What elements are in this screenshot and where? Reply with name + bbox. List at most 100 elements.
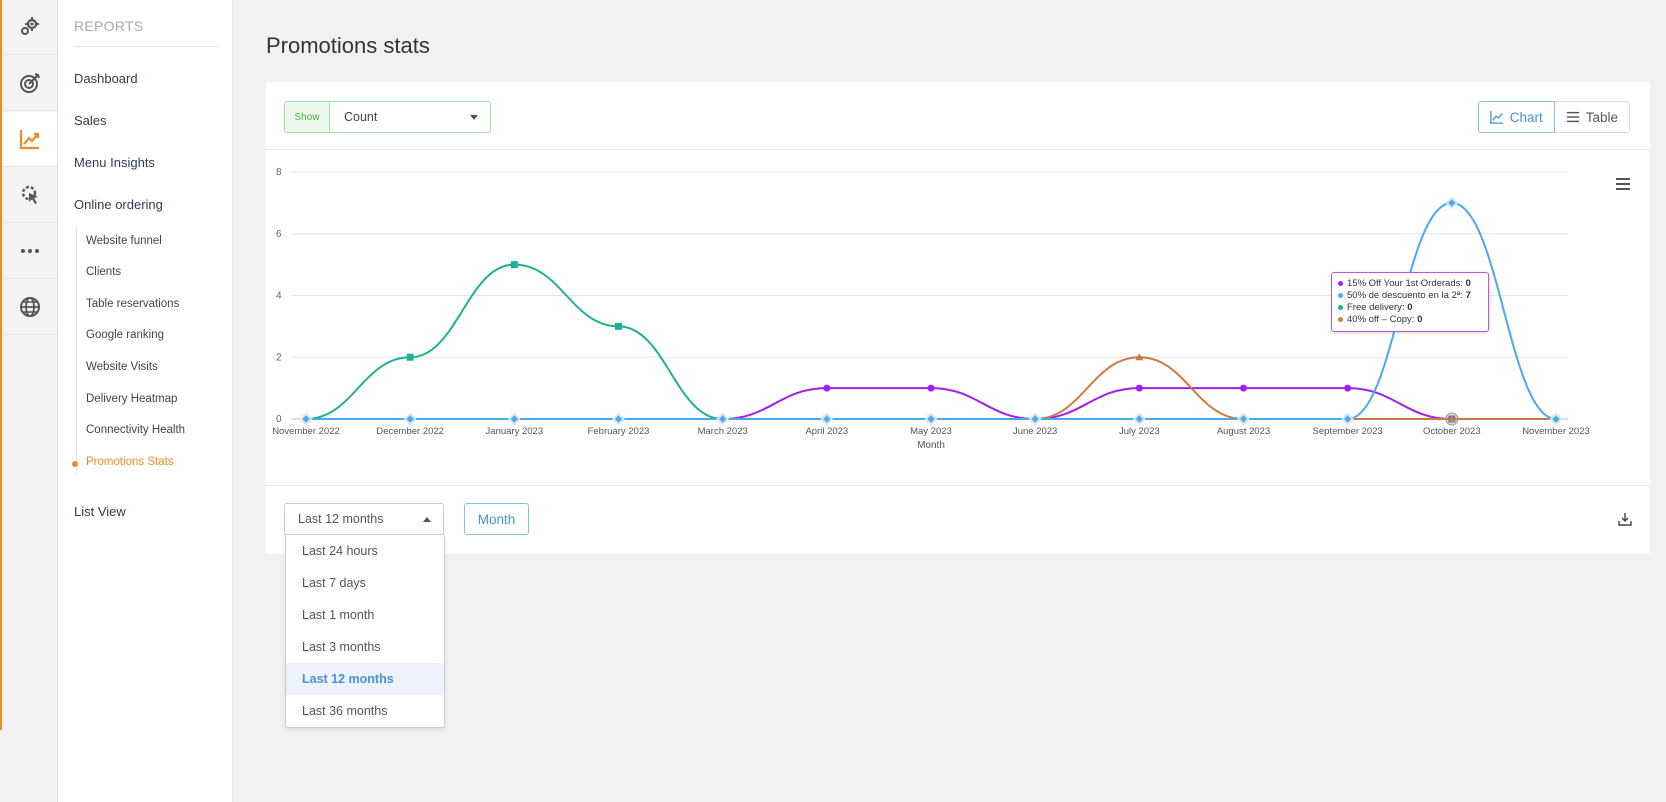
x-tick-label: December 2022 (376, 426, 444, 437)
range-option[interactable]: Last 7 days (302, 576, 366, 590)
download-icon[interactable] (1618, 512, 1632, 526)
nav-item-list-view[interactable]: List View (74, 504, 126, 519)
data-point (1447, 415, 1456, 422)
range-option[interactable]: Last 24 hours (302, 544, 378, 558)
table-view-button[interactable]: Table (1554, 101, 1630, 133)
rail-item-marketing[interactable] (2, 56, 57, 111)
tooltip-label: 15% Off Your 1st Orderads: (1347, 278, 1466, 289)
show-label: Show (285, 102, 330, 132)
tooltip-value: 0 (1407, 302, 1413, 313)
data-point (1549, 412, 1563, 426)
tooltip-label: 50% de descuento en la 2ª: (1347, 290, 1466, 301)
x-tick-label: September 2023 (1313, 426, 1383, 437)
x-tick-label: November 2022 (272, 426, 340, 437)
rail-item-settings[interactable] (2, 0, 57, 55)
series-dot (1338, 304, 1343, 310)
card-divider-top (266, 149, 1650, 150)
chart-view-label: Chart (1509, 109, 1543, 125)
subnav-tree-line (76, 226, 77, 476)
nav-sub-website-funnel[interactable]: Website funnel (86, 235, 162, 247)
data-point (406, 353, 414, 361)
x-tick-label: March 2023 (698, 426, 748, 437)
data-point (1237, 412, 1250, 426)
cursor-gear-icon (21, 185, 38, 204)
chart-menu-icon[interactable] (1616, 178, 1630, 193)
range-option[interactable]: Last 1 month (302, 608, 375, 622)
group-by-month-button[interactable]: Month (464, 503, 529, 535)
data-point (1132, 412, 1146, 426)
nav-sub-clients[interactable]: Clients (86, 266, 122, 278)
data-point (510, 261, 518, 269)
tooltip-row: Free delivery: 0 (1338, 302, 1482, 314)
nav-sub-website-visits[interactable]: Website Visits (86, 361, 158, 373)
icon-rail (0, 0, 58, 802)
x-tick-label: November 2023 (1522, 426, 1590, 437)
metric-select[interactable]: Count (330, 102, 490, 132)
card-divider-bottom (266, 485, 1650, 486)
data-point (1344, 384, 1352, 392)
tooltip-label: Free delivery: (1347, 302, 1408, 313)
rail-item-more[interactable] (2, 224, 57, 279)
data-point (1240, 384, 1247, 392)
more-dots-icon (20, 249, 39, 253)
rail-accent-bar (0, 0, 2, 730)
data-point (1445, 196, 1459, 210)
data-point (716, 412, 730, 426)
globe-icon (19, 297, 40, 317)
tooltip-value: 0 (1465, 278, 1471, 289)
data-point (1135, 384, 1143, 392)
tooltip-row: 40% off – Copy: 0 (1338, 314, 1482, 326)
range-option[interactable]: Last 36 months (302, 704, 388, 718)
x-tick-label: April 2023 (805, 426, 848, 437)
nav-item-dashboard[interactable]: Dashboard (74, 71, 138, 86)
data-point (820, 412, 834, 426)
x-tick-label: January 2023 (486, 426, 544, 437)
nav-sub-connectivity-health[interactable]: Connectivity Health (86, 424, 186, 436)
time-range-value: Last 12 months (298, 512, 384, 526)
active-indicator-dot (72, 461, 78, 467)
nav-sub-promotions-stats[interactable]: Promotions Stats (72, 456, 174, 468)
x-axis-title: Month (917, 440, 945, 451)
nav-sub-delivery-heatmap[interactable]: Delivery Heatmap (86, 393, 178, 405)
nav-item-menu-insights[interactable]: Menu Insights (74, 155, 155, 170)
nav-sub-table-reservations[interactable]: Table reservations (86, 298, 180, 310)
data-point (615, 322, 622, 330)
nav-item-sales[interactable]: Sales (74, 113, 107, 128)
tooltip-label: 40% off – Copy: (1347, 314, 1418, 325)
chart-view-button[interactable]: Chart (1477, 101, 1555, 133)
metric-select-value: Count (344, 110, 378, 124)
data-point (1028, 412, 1042, 426)
chart-tooltip: 15% Off Your 1st Orderads: 0 50% de descu… (1331, 272, 1489, 332)
rail-item-website[interactable] (2, 280, 57, 335)
show-metric-select[interactable]: Show Count (284, 101, 491, 133)
chevron-down-icon (470, 114, 478, 120)
y-tick-label: 4 (276, 291, 282, 302)
chart-line-icon (19, 130, 39, 150)
rail-item-reports[interactable] (2, 112, 57, 167)
data-point (507, 412, 521, 426)
nav-item-online-ordering[interactable]: Online ordering (74, 197, 163, 212)
nav-sub-google-ranking[interactable]: Google ranking (86, 329, 164, 341)
time-range-dropdown: Last 24 hours Last 7 days Last 1 month Last… (285, 535, 445, 728)
range-option[interactable]: Last 12 months (286, 663, 444, 695)
data-point (1135, 353, 1144, 361)
reports-subnav: REPORTS Dashboard Sales Menu Insights On… (58, 0, 233, 802)
x-tick-label: July 2023 (1119, 426, 1160, 437)
data-point (823, 384, 831, 392)
time-range-select[interactable]: Last 12 months (284, 503, 444, 535)
tooltip-value: 7 (1465, 290, 1471, 301)
range-option[interactable]: Last 3 months (302, 640, 381, 654)
gears-icon (20, 17, 39, 35)
target-icon (19, 73, 40, 93)
view-toggle: Chart Table (1477, 101, 1630, 133)
page-title: Promotions stats (266, 33, 430, 58)
x-tick-label: October 2023 (1423, 426, 1481, 437)
tooltip-row: 15% Off Your 1st Orderads: 0 (1338, 278, 1482, 290)
line-chart-icon (1489, 110, 1503, 124)
rail-item-tools[interactable] (2, 168, 57, 223)
subnav-header: REPORTS (74, 18, 219, 47)
series-dot (1338, 316, 1343, 322)
data-point (1341, 412, 1355, 426)
y-tick-label: 0 (276, 414, 282, 425)
data-point (612, 412, 625, 426)
